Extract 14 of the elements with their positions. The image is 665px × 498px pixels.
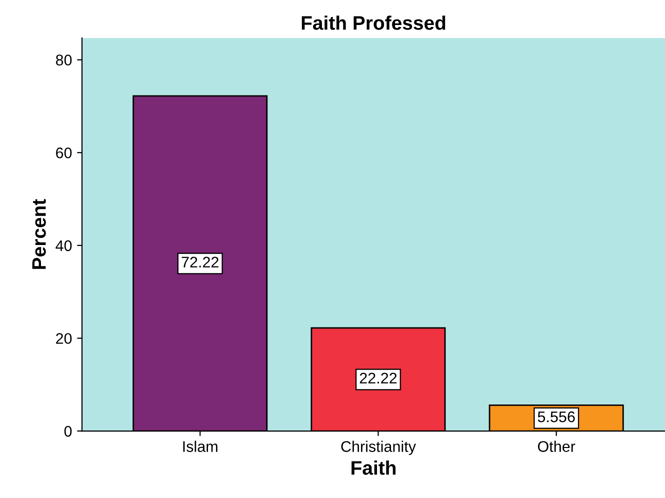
y-tick-label: 40 — [56, 240, 72, 252]
x-tick-label: Islam — [183, 440, 218, 452]
chart-title: Faith Professed — [302, 16, 446, 30]
data-label: 72.22 — [182, 256, 218, 268]
data-label: 5.556 — [538, 411, 575, 422]
x-axis-title: Faith — [352, 460, 396, 475]
x-tick-label: Other — [538, 440, 576, 452]
y-tick-label: 20 — [56, 333, 72, 344]
data-label: 22.22 — [360, 372, 397, 384]
y-tick-label: 0 — [64, 426, 72, 437]
x-tick-label: Christianity — [341, 440, 416, 455]
y-axis-title: Percent — [32, 199, 46, 269]
y-tick-label: 80 — [56, 54, 72, 66]
y-tick-label: 60 — [56, 147, 72, 158]
